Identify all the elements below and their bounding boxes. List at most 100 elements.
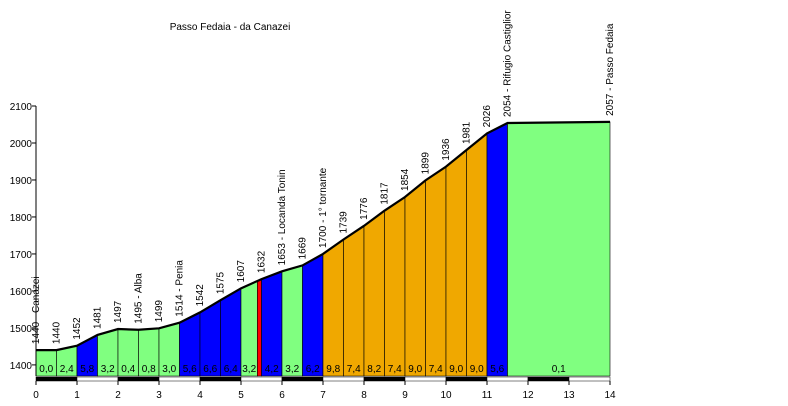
point-label: 1776 [359,197,370,220]
point-label: 1514 - Penia [175,260,186,317]
y-tick-label: 2100 [10,102,33,113]
grade-label: 9,0 [449,364,463,375]
x-tick-label: 4 [197,390,203,401]
grade-label: 8,2 [367,364,381,375]
segment [384,196,406,377]
point-label: 1981 [462,121,473,144]
y-tick-label: 1500 [10,324,33,335]
km-band [322,376,365,382]
grade-label: 0,8 [142,364,156,375]
km-band [404,376,447,382]
km-band [486,376,529,382]
grade-label: 3,2 [101,364,115,375]
segment [240,280,258,377]
grade-label: 6,6 [203,364,217,375]
point-label: 1700 - 1° tornante [318,167,329,248]
y-tick-label: 1600 [10,287,33,298]
segment [343,225,365,377]
segment [445,149,467,377]
grade-label: 9,0 [470,364,484,375]
km-band [199,376,242,382]
km-band [568,376,611,382]
segment [322,238,344,377]
grade-label: 7,4 [347,364,361,375]
grade-label: 3,2 [285,364,299,375]
grade-label: 2,4 [60,364,74,375]
grade-label: 5,6 [490,364,504,375]
km-band [527,376,570,382]
segment [220,287,242,377]
km-band [35,376,78,382]
point-label: 1575 [216,271,227,294]
grade-label: 5,6 [183,364,197,375]
chart-title: Passo Fedaia - da Canazei [170,22,291,33]
profile-line [36,120,611,352]
x-tick-label: 10 [440,390,452,401]
grade-label: 0,0 [39,364,53,375]
x-tick-label: 12 [522,390,534,401]
y-tick-label: 1800 [10,213,33,224]
point-label: 1452 [72,317,83,340]
segment [466,132,488,377]
point-label: 2054 - Rifugio Castiglior [503,10,514,117]
grade-label: 6,4 [224,364,238,375]
segment [302,253,324,377]
y-tick-label: 1400 [10,361,33,372]
point-label: 1854 [400,168,411,191]
x-tick-label: 7 [320,390,326,401]
point-label: 1440 [52,321,63,344]
y-tick-label: 2000 [10,139,33,150]
grade-label: 4,2 [265,364,279,375]
x-tick-label: 5 [238,390,244,401]
segment [261,270,283,377]
x-tick-label: 3 [156,390,162,401]
point-label: 1497 [113,300,124,323]
point-label: 1607 [236,260,247,283]
point-label: 2057 - Passo Fedaia [605,23,616,116]
grade-label: 0,4 [121,364,135,375]
x-tick-label: 9 [402,390,408,401]
grade-label: 7,4 [388,364,402,375]
x-tick-label: 2 [115,390,121,401]
grade-label: 7,4 [429,364,443,375]
km-band [281,376,324,382]
y-tick-label: 1700 [10,250,33,261]
x-tick-label: 1 [74,390,80,401]
point-label: 2026 [482,105,493,128]
segment [404,179,426,377]
point-label: 1499 [154,300,165,323]
grade-label: 3,2 [242,364,256,375]
point-label: 1817 [380,182,391,205]
segment [281,265,303,377]
point-label: 1899 [421,152,432,175]
grade-label: 9,8 [326,364,340,375]
segment [425,166,447,377]
segment [257,278,262,377]
km-band [445,376,488,382]
x-tick-label: 14 [604,390,616,401]
point-label: 1632 [257,250,268,273]
point-label: 1653 - Locanda Tonin [277,169,288,265]
point-label: 1542 [195,284,206,307]
km-band [117,376,160,382]
segment [363,210,385,377]
x-tick-label: 8 [361,390,367,401]
segment [507,121,611,377]
point-label: 1739 [339,211,350,234]
segment [486,122,508,377]
x-tick-label: 11 [482,390,493,401]
point-label: 1495 - Alba [134,273,145,324]
grade-label: 9,0 [408,364,422,375]
grade-label: 6,2 [306,364,320,375]
x-tick-label: 6 [279,390,285,401]
grade-label: 3,0 [162,364,176,375]
grade-label: 5,8 [80,364,94,375]
grade-label: 0,1 [552,364,566,375]
km-band [158,376,201,382]
km-band [76,376,119,382]
km-band [240,376,283,382]
km-band [363,376,406,382]
point-label: 1936 [441,138,452,161]
point-label: 1481 [93,306,104,329]
